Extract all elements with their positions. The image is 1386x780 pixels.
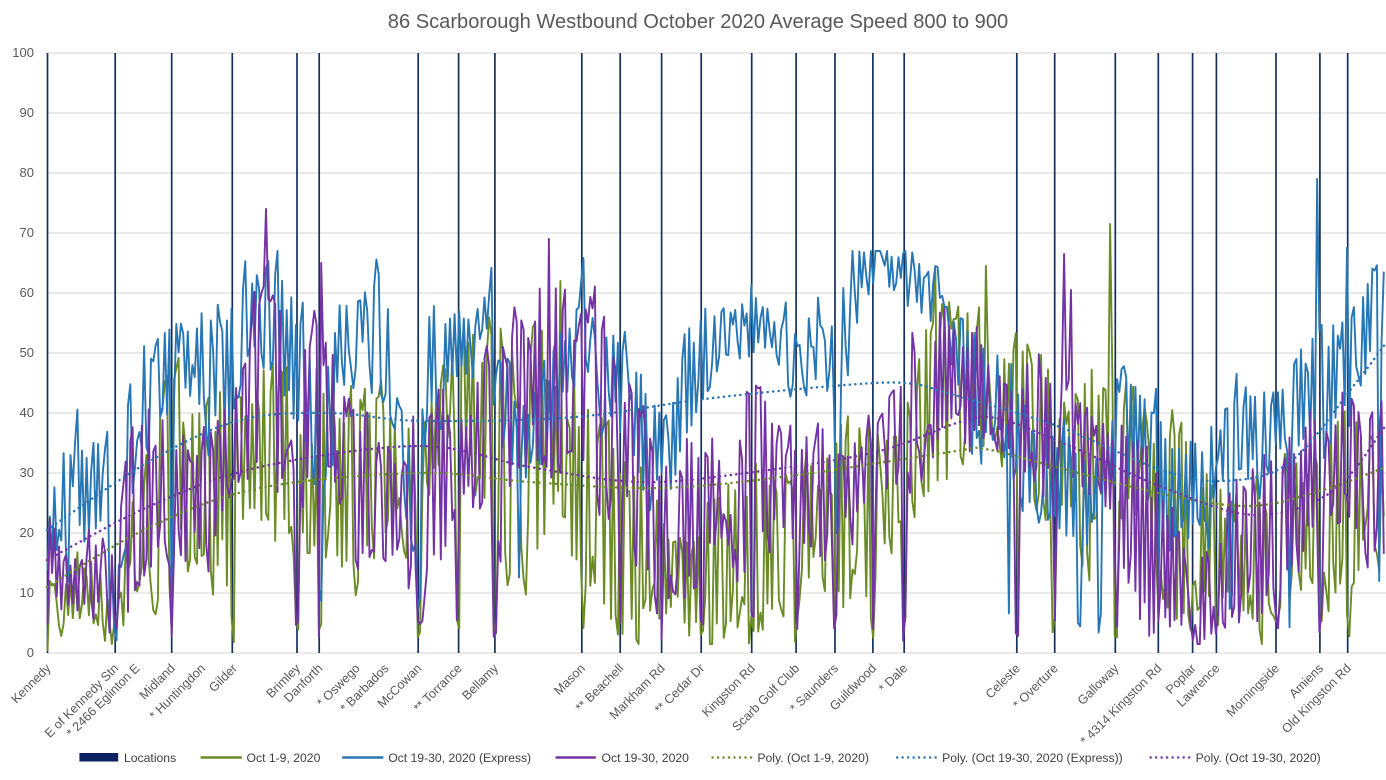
svg-text:70: 70 [20,225,34,240]
svg-text:Poly. (Oct 1-9, 2020): Poly. (Oct 1-9, 2020) [757,751,869,765]
svg-text:0: 0 [27,645,34,660]
svg-text:10: 10 [20,585,34,600]
svg-text:Poly. (Oct 19-30, 2020): Poly. (Oct 19-30, 2020) [1196,751,1321,765]
svg-text:60: 60 [20,285,34,300]
svg-text:Oct 19-30, 2020 (Express): Oct 19-30, 2020 (Express) [388,751,531,765]
svg-text:Poly. (Oct 19-30, 2020 (Expres: Poly. (Oct 19-30, 2020 (Express)) [942,751,1123,765]
svg-text:100: 100 [12,45,34,60]
svg-text:30: 30 [20,465,34,480]
svg-text:Oct 1-9, 2020: Oct 1-9, 2020 [247,751,321,765]
svg-text:Locations: Locations [124,751,176,765]
svg-text:40: 40 [20,405,34,420]
svg-text:80: 80 [20,165,34,180]
svg-text:86 Scarborough Westbound Octob: 86 Scarborough Westbound October 2020 Av… [388,11,1008,33]
svg-text:90: 90 [20,105,34,120]
svg-text:Oct 19-30, 2020: Oct 19-30, 2020 [602,751,690,765]
svg-text:20: 20 [20,525,34,540]
svg-text:50: 50 [20,345,34,360]
